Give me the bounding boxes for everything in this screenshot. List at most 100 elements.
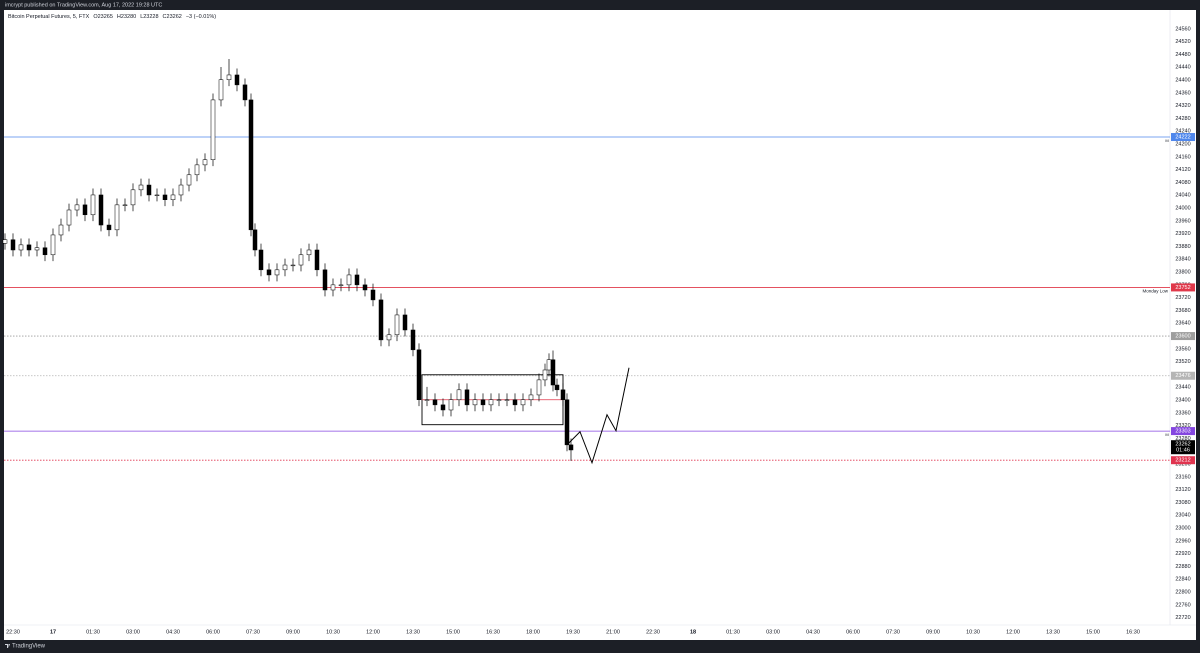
candle-body xyxy=(18,244,24,251)
candle-body xyxy=(146,184,152,196)
candle-body xyxy=(472,399,478,406)
candle-body xyxy=(10,239,16,251)
candle-body xyxy=(218,79,224,101)
x-tick-label: 09:00 xyxy=(286,629,300,635)
candle-body xyxy=(106,224,112,231)
candle-body xyxy=(378,299,384,341)
candle-body xyxy=(322,269,328,291)
y-tick-label: 23200 xyxy=(1175,462,1190,468)
symbol: Bitcoin Perpetual Futures, 5, FTX xyxy=(8,14,90,20)
level-price-label: 23600 xyxy=(1175,334,1190,340)
y-tick-label: 22800 xyxy=(1175,589,1190,595)
y-tick-label: 22880 xyxy=(1175,564,1190,570)
y-tick-label: 24240 xyxy=(1175,129,1190,135)
y-tick-label: 23800 xyxy=(1175,270,1190,276)
level-price-box xyxy=(1171,332,1195,341)
ohlc-letter: H xyxy=(117,14,121,20)
y-tick-label: 23000 xyxy=(1175,525,1190,531)
y-tick-label: 23040 xyxy=(1175,513,1190,519)
candle-body xyxy=(370,289,376,301)
candle-body xyxy=(394,314,400,336)
x-tick-label: 06:00 xyxy=(206,629,220,635)
candle-body xyxy=(424,399,430,401)
candle-body xyxy=(154,194,160,196)
candle-body xyxy=(162,194,168,200)
candle-body xyxy=(186,174,192,186)
candle-body xyxy=(386,334,392,341)
x-tick-label: 07:30 xyxy=(246,629,260,635)
candle-body xyxy=(528,394,534,400)
y-tick-label: 22760 xyxy=(1175,602,1190,608)
candle-body xyxy=(170,194,176,200)
x-tick-label: 22:30 xyxy=(6,629,20,635)
y-tick-label: 23960 xyxy=(1175,218,1190,224)
chart-area xyxy=(4,10,1196,640)
candle-body xyxy=(520,399,526,406)
candle-body xyxy=(456,389,462,400)
candle-body xyxy=(138,184,144,191)
level-price-box xyxy=(1171,133,1195,142)
ohlc-letter: C xyxy=(163,14,167,20)
candle-body xyxy=(542,369,548,381)
last-price-label: 23262 xyxy=(1175,442,1190,448)
candle-body xyxy=(298,254,304,266)
y-tick-label: 24120 xyxy=(1175,167,1190,173)
countdown: 01:46 xyxy=(1176,448,1190,454)
candle-body xyxy=(536,379,542,396)
x-tick-label: 03:00 xyxy=(126,629,140,635)
candle-body xyxy=(234,74,240,86)
candle-body xyxy=(130,189,136,206)
candle-body xyxy=(330,284,336,291)
y-tick-label: 23880 xyxy=(1175,244,1190,250)
brand-logo xyxy=(5,644,10,648)
candle-body xyxy=(314,249,320,271)
candle-body xyxy=(82,204,88,216)
y-tick-label: 23840 xyxy=(1175,257,1190,263)
x-tick-label: 04:30 xyxy=(166,629,180,635)
x-tick-label: 21:00 xyxy=(606,629,620,635)
candle-body xyxy=(480,399,486,406)
y-tick-label: 24000 xyxy=(1175,206,1190,212)
y-tick-label: 23640 xyxy=(1175,321,1190,327)
x-tick-label: 16:30 xyxy=(486,629,500,635)
candle-body xyxy=(58,224,64,236)
x-tick-label: 10:30 xyxy=(966,629,980,635)
candle-body xyxy=(290,264,296,267)
candle-body xyxy=(114,204,120,231)
x-tick-label: 15:00 xyxy=(1086,629,1100,635)
candle-body xyxy=(248,99,254,231)
candle-body xyxy=(402,314,408,331)
level-price-box xyxy=(1171,427,1195,436)
level-price-label: 23752 xyxy=(1175,285,1190,291)
level-price-label: 23476 xyxy=(1175,373,1190,379)
candle-body xyxy=(50,234,56,256)
candle-body xyxy=(546,359,552,371)
candle-body xyxy=(440,404,446,411)
candle-body xyxy=(42,247,48,256)
x-tick-label: 15:00 xyxy=(446,629,460,635)
x-tick-label: 07:30 xyxy=(886,629,900,635)
brand: TradingView xyxy=(12,644,46,650)
candle-body xyxy=(2,239,8,244)
y-tick-label: 23280 xyxy=(1175,436,1190,442)
candle-body xyxy=(362,284,368,291)
candle-body xyxy=(346,274,352,286)
y-tick-label: 24520 xyxy=(1175,39,1190,45)
x-tick-label: 01:30 xyxy=(86,629,100,635)
x-tick-label: 19:30 xyxy=(566,629,580,635)
candle-body xyxy=(416,349,422,400)
y-tick-label: 23720 xyxy=(1175,295,1190,301)
candle-body xyxy=(210,99,216,161)
candle-body xyxy=(252,229,258,251)
level-note: Monday Low xyxy=(1142,289,1168,294)
x-tick-label: 16:30 xyxy=(1126,629,1140,635)
candle-body xyxy=(98,194,104,226)
level-marker: M xyxy=(1165,432,1168,437)
y-tick-label: 22720 xyxy=(1175,615,1190,621)
y-tick-label: 23320 xyxy=(1175,423,1190,429)
candle-body xyxy=(266,269,272,276)
candle-body xyxy=(504,399,510,401)
y-tick-label: 22840 xyxy=(1175,577,1190,583)
candle-body xyxy=(74,204,80,211)
